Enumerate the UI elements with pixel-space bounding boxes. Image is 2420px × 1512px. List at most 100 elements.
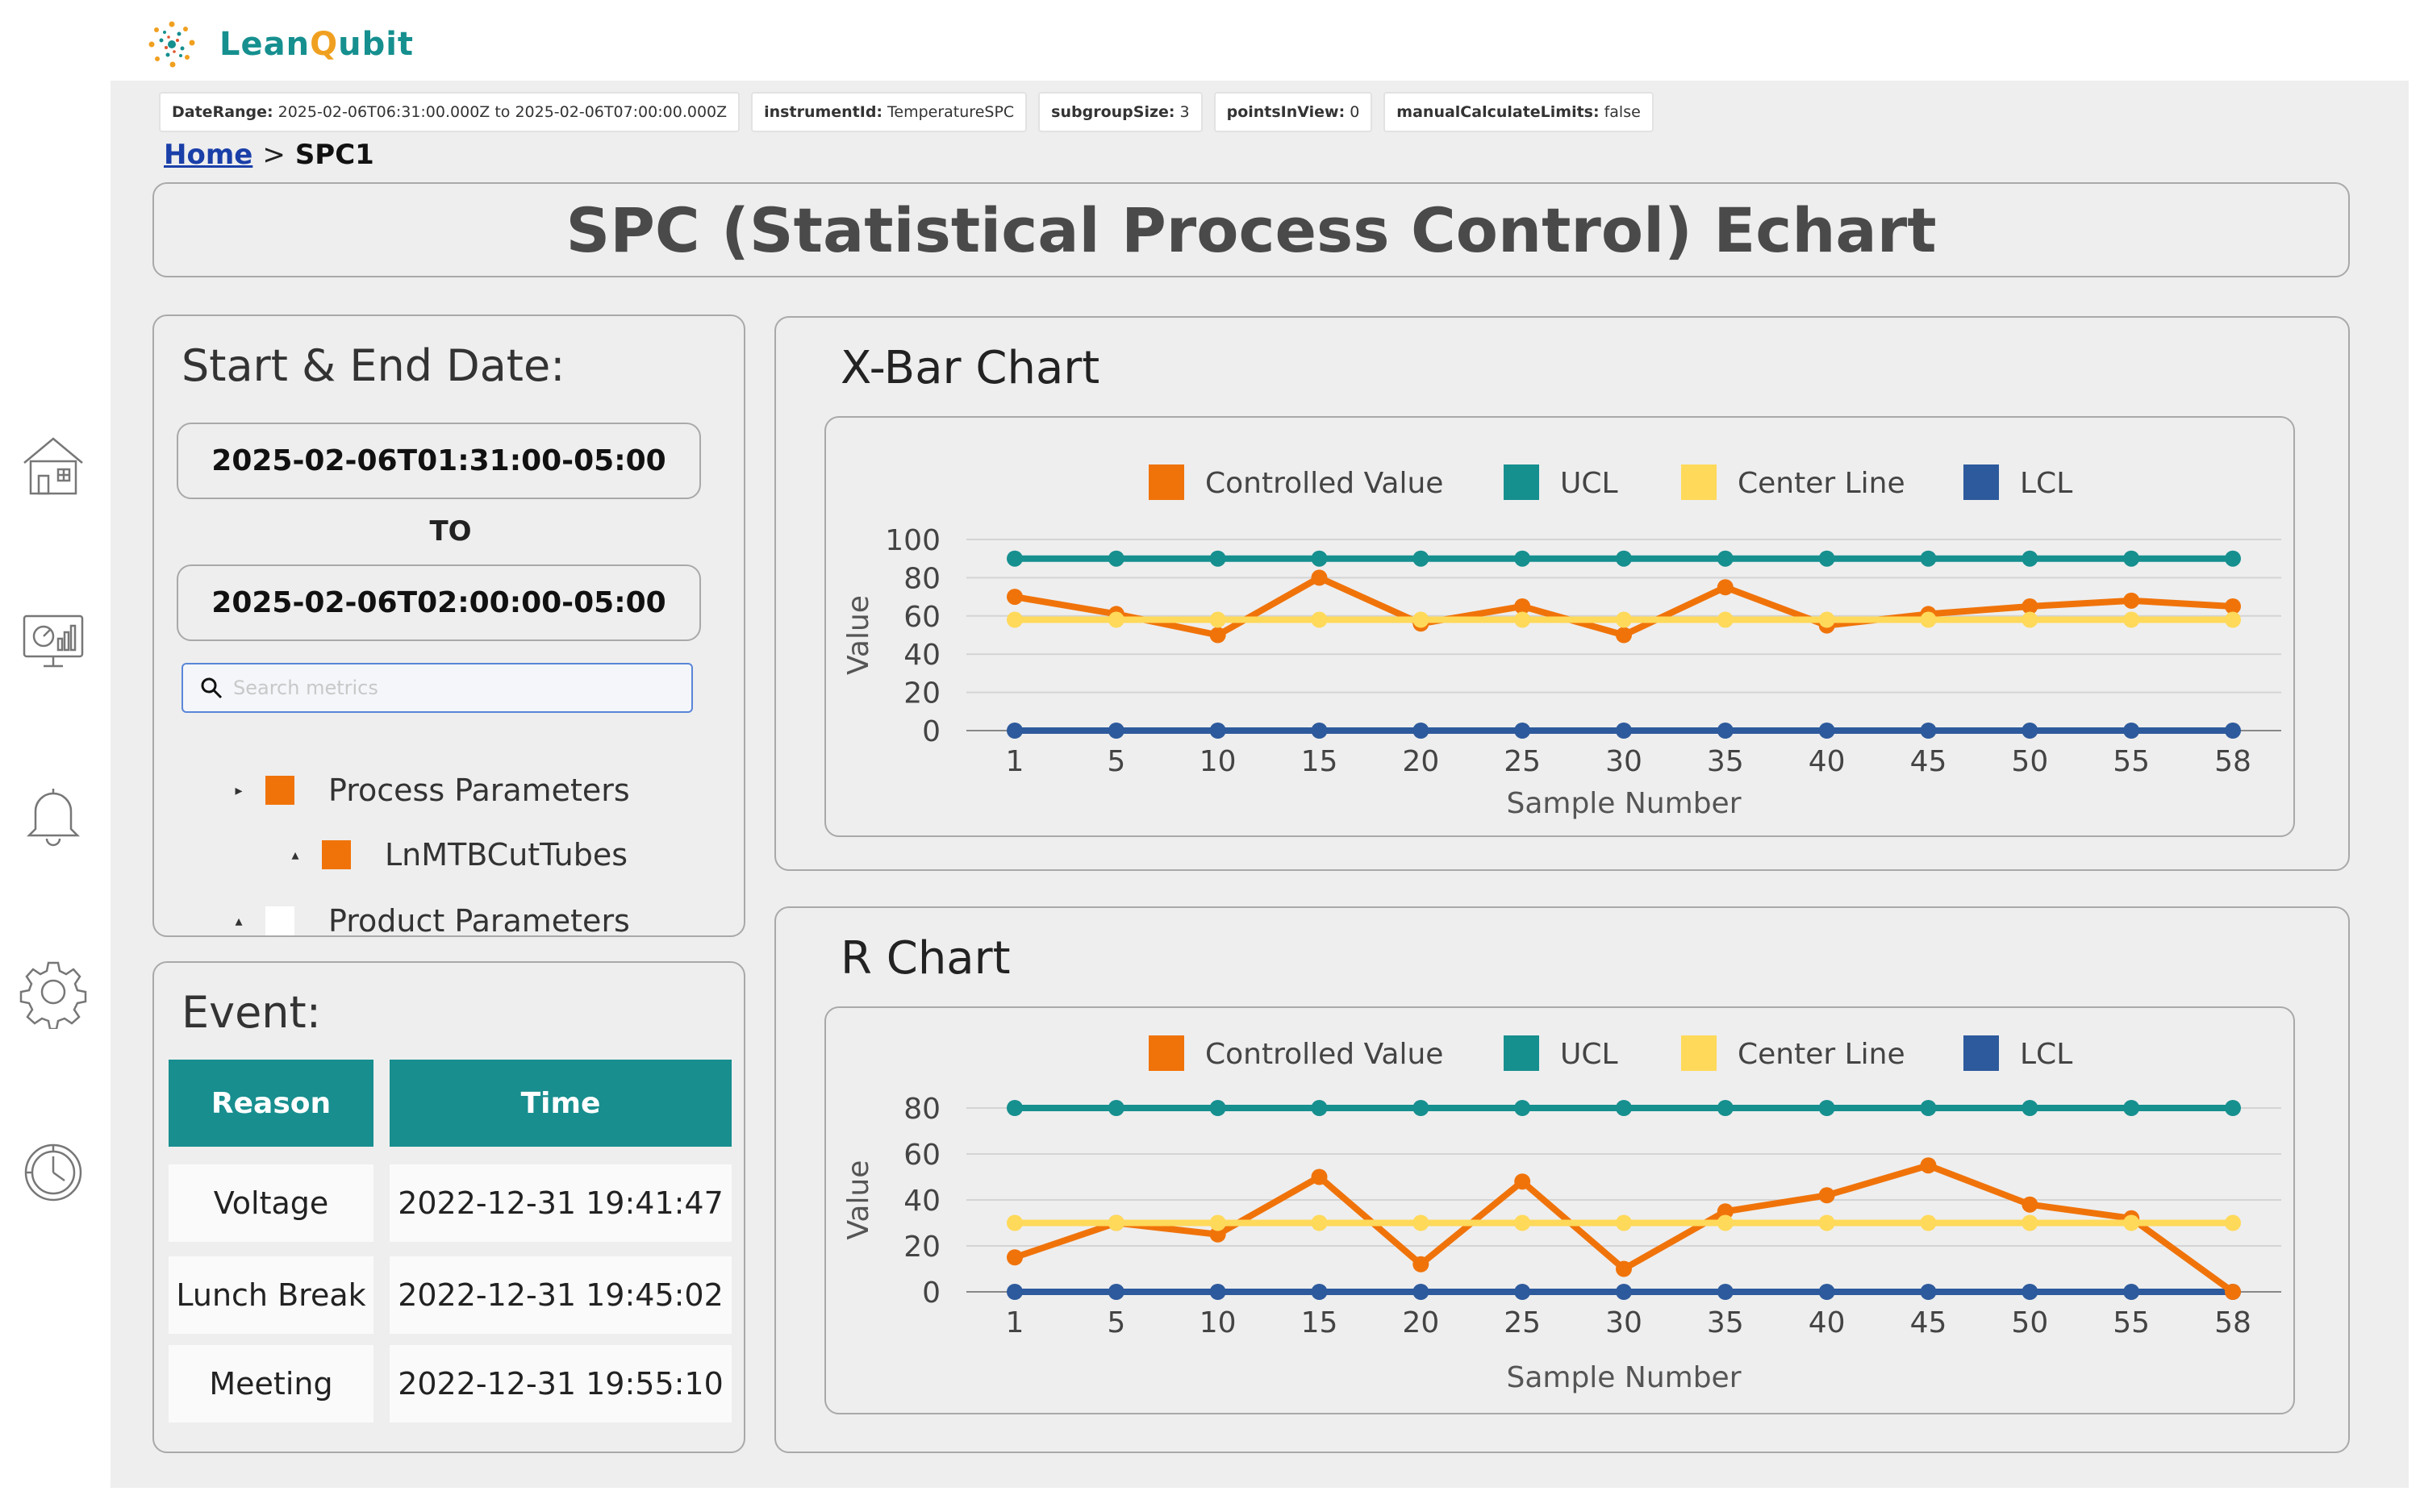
r-center-line-point[interactable]	[1209, 1214, 1226, 1231]
xbar-controlled-value-point[interactable]	[2123, 592, 2140, 609]
r-ucl-point[interactable]	[1514, 1100, 1531, 1116]
xbar-ucl-point[interactable]	[1514, 550, 1531, 567]
xbar-ucl-point[interactable]	[1412, 550, 1429, 567]
xbar-ucl-point[interactable]	[1209, 550, 1226, 567]
xbar-legend-label[interactable]: Controlled Value	[1205, 467, 1443, 500]
r-lcl-point[interactable]	[2123, 1284, 2140, 1300]
xbar-ucl-point[interactable]	[2022, 550, 2038, 567]
r-controlled-value-point[interactable]	[1311, 1168, 1328, 1185]
r-lcl-point[interactable]	[1717, 1284, 1734, 1300]
r-lcl-point[interactable]	[1007, 1284, 1023, 1300]
r-center-line-point[interactable]	[2022, 1214, 2038, 1231]
r-lcl-point[interactable]	[1616, 1284, 1632, 1300]
r-ucl-point[interactable]	[2123, 1100, 2140, 1116]
r-controlled-value-point[interactable]	[1616, 1260, 1632, 1277]
xbar-legend-swatch[interactable]	[1963, 464, 1999, 500]
r-controlled-value-point[interactable]	[1717, 1203, 1734, 1220]
xbar-center-line-point[interactable]	[2225, 611, 2241, 628]
xbar-lcl-point[interactable]	[1818, 723, 1835, 739]
r-controlled-value-point[interactable]	[1007, 1249, 1023, 1266]
xbar-lcl-point[interactable]	[1412, 723, 1429, 739]
xbar-ucl-point[interactable]	[1311, 550, 1328, 567]
r-controlled-value-point[interactable]	[1514, 1173, 1531, 1190]
r-ucl-point[interactable]	[1311, 1100, 1328, 1116]
r-controlled-value-point[interactable]	[1412, 1256, 1429, 1272]
r-controlled-value-point[interactable]	[2022, 1196, 2038, 1213]
r-lcl-point[interactable]	[2022, 1284, 2038, 1300]
r-center-line-point[interactable]	[1514, 1214, 1531, 1231]
r-center-line-point[interactable]	[1412, 1214, 1429, 1231]
r-lcl-point[interactable]	[1920, 1284, 1937, 1300]
xbar-center-line-point[interactable]	[2022, 611, 2038, 628]
r-ucl-point[interactable]	[1209, 1100, 1226, 1116]
collapse-caret-icon[interactable]: ▴	[235, 912, 243, 930]
xbar-lcl-point[interactable]	[1007, 723, 1023, 739]
xbar-controlled-value-point[interactable]	[1209, 627, 1226, 644]
xbar-ucl-point[interactable]	[2123, 550, 2140, 567]
bell-icon[interactable]	[16, 779, 90, 853]
xbar-lcl-point[interactable]	[1209, 723, 1226, 739]
xbar-ucl-point[interactable]	[1818, 550, 1835, 567]
r-center-line-point[interactable]	[1311, 1214, 1328, 1231]
tree-checkbox[interactable]	[265, 906, 294, 935]
xbar-center-line-point[interactable]	[1311, 611, 1328, 628]
xbar-controlled-value-point[interactable]	[1007, 589, 1023, 606]
r-legend-label[interactable]: Controlled Value	[1205, 1038, 1443, 1071]
xbar-legend-label[interactable]: Center Line	[1738, 467, 1905, 500]
home-icon[interactable]	[16, 429, 90, 503]
dashboard-monitor-icon[interactable]	[16, 603, 90, 677]
xbar-center-line-point[interactable]	[1007, 611, 1023, 628]
table-header-reason[interactable]: Reason	[169, 1060, 373, 1147]
xbar-controlled-value-point[interactable]	[2022, 598, 2038, 614]
r-controlled-value-point[interactable]	[2225, 1284, 2241, 1300]
tree-item-lnmtbcuttubes[interactable]: ▴ LnMTBCutTubes	[286, 837, 628, 873]
r-lcl-point[interactable]	[1412, 1284, 1429, 1300]
r-lcl-point[interactable]	[1818, 1284, 1835, 1300]
xbar-lcl-point[interactable]	[1616, 723, 1632, 739]
r-controlled-value-point[interactable]	[1920, 1157, 1937, 1174]
r-legend-swatch[interactable]	[1681, 1035, 1717, 1071]
r-center-line-point[interactable]	[1616, 1214, 1632, 1231]
r-center-line-point[interactable]	[1108, 1214, 1124, 1231]
xbar-lcl-point[interactable]	[2022, 723, 2038, 739]
tree-checkbox[interactable]	[322, 840, 351, 869]
r-center-line-point[interactable]	[1920, 1214, 1937, 1231]
tree-item-product-parameters[interactable]: ▴ Product Parameters	[230, 903, 629, 939]
xbar-lcl-point[interactable]	[2225, 723, 2241, 739]
r-lcl-point[interactable]	[1108, 1284, 1124, 1300]
xbar-center-line-point[interactable]	[1920, 611, 1937, 628]
r-ucl-point[interactable]	[2225, 1100, 2241, 1116]
r-legend-label[interactable]: UCL	[1560, 1038, 1618, 1071]
xbar-lcl-point[interactable]	[2123, 723, 2140, 739]
xbar-controlled-value-point[interactable]	[1311, 569, 1328, 586]
gauge-clock-icon[interactable]	[16, 1135, 90, 1210]
xbar-ucl-point[interactable]	[1007, 550, 1023, 567]
xbar-lcl-point[interactable]	[1108, 723, 1124, 739]
r-center-line-point[interactable]	[1717, 1214, 1734, 1231]
r-lcl-point[interactable]	[1514, 1284, 1531, 1300]
breadcrumb-home-link[interactable]: Home	[164, 139, 253, 171]
r-controlled-value-point[interactable]	[1818, 1187, 1835, 1204]
r-lcl-point[interactable]	[1311, 1284, 1328, 1300]
xbar-lcl-point[interactable]	[1514, 723, 1531, 739]
collapse-caret-icon[interactable]: ▴	[291, 846, 299, 864]
r-ucl-point[interactable]	[1920, 1100, 1937, 1116]
r-ucl-point[interactable]	[1717, 1100, 1734, 1116]
r-ucl-point[interactable]	[1108, 1100, 1124, 1116]
xbar-legend-swatch[interactable]	[1149, 464, 1184, 500]
brand-name[interactable]: LeanQubit	[219, 26, 415, 63]
r-controlled-value-point[interactable]	[1209, 1226, 1226, 1243]
r-ucl-point[interactable]	[1007, 1100, 1023, 1116]
xbar-center-line-point[interactable]	[2123, 611, 2140, 628]
xbar-lcl-point[interactable]	[1920, 723, 1937, 739]
xbar-center-line-point[interactable]	[1616, 611, 1632, 628]
end-date-field[interactable]: 2025-02-06T02:00:00-05:00	[177, 564, 701, 641]
r-center-line-point[interactable]	[1818, 1214, 1835, 1231]
xbar-center-line-point[interactable]	[1818, 611, 1835, 628]
r-chart[interactable]: Controlled Value UCL Center Line LCL 0 20 40 60…	[826, 1008, 2297, 1416]
xbar-legend-label[interactable]: UCL	[1560, 467, 1618, 500]
r-center-line-point[interactable]	[1007, 1214, 1023, 1231]
r-ucl-point[interactable]	[2022, 1100, 2038, 1116]
expand-caret-icon[interactable]: ▸	[235, 781, 243, 799]
r-legend-swatch[interactable]	[1504, 1035, 1539, 1071]
